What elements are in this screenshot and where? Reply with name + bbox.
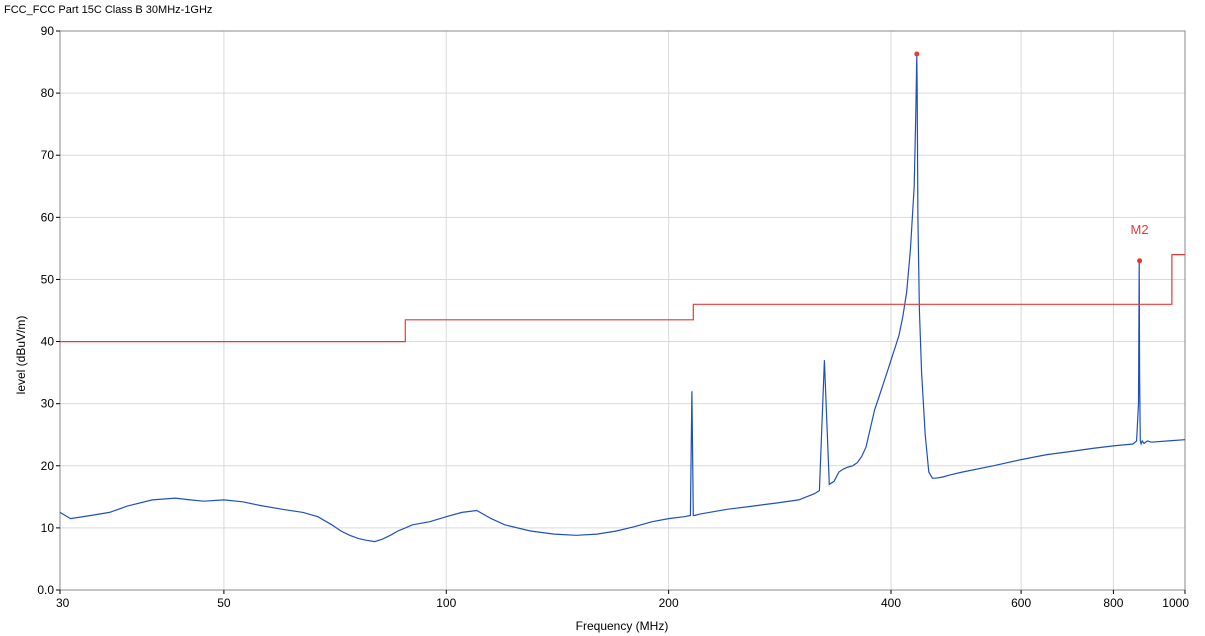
y-tick-label: 90 bbox=[41, 24, 55, 38]
y-tick-label: 50 bbox=[41, 272, 55, 286]
y-tick-label: 30 bbox=[41, 397, 55, 411]
x-tick-label: 50 bbox=[217, 596, 231, 610]
y-axis-label: level (dBuV/m) bbox=[14, 316, 28, 395]
x-axis-label: Frequency (MHz) bbox=[576, 619, 669, 633]
y-tick-label: 0.0 bbox=[37, 583, 54, 597]
marker-label: M2 bbox=[1131, 222, 1149, 237]
limit-line bbox=[60, 254, 1185, 343]
y-tick-labels: 0.0 10 20 30 40 50 60 70 80 90 bbox=[37, 24, 60, 597]
x-tick-label: 200 bbox=[659, 596, 679, 610]
x-tick-label: 600 bbox=[1011, 596, 1031, 610]
y-tick-label: 80 bbox=[41, 86, 55, 100]
grid-lines bbox=[59, 30, 1186, 591]
chart-title: FCC_FCC Part 15C Class B 30MHz-1GHz bbox=[4, 4, 213, 16]
y-tick-label: 40 bbox=[41, 335, 55, 349]
y-tick-label: 10 bbox=[41, 521, 55, 535]
x-tick-label: 400 bbox=[881, 596, 901, 610]
y-tick-label: 70 bbox=[41, 148, 55, 162]
x-tick-labels: 30 50 100 200 400 600 800 1000 bbox=[56, 590, 1189, 610]
measurement-trace bbox=[59, 55, 1186, 543]
marker-point bbox=[914, 51, 920, 57]
y-tick-label: 20 bbox=[41, 459, 55, 473]
x-tick-label: 800 bbox=[1103, 596, 1123, 610]
marker-points: M2 bbox=[914, 51, 1149, 264]
plot-frame bbox=[59, 30, 1186, 591]
x-tick-label: 100 bbox=[436, 596, 456, 610]
y-tick-label: 60 bbox=[41, 210, 55, 224]
x-tick-label: 30 bbox=[56, 596, 70, 610]
marker-point bbox=[1137, 258, 1143, 264]
x-tick-label: 1000 bbox=[1162, 596, 1189, 610]
